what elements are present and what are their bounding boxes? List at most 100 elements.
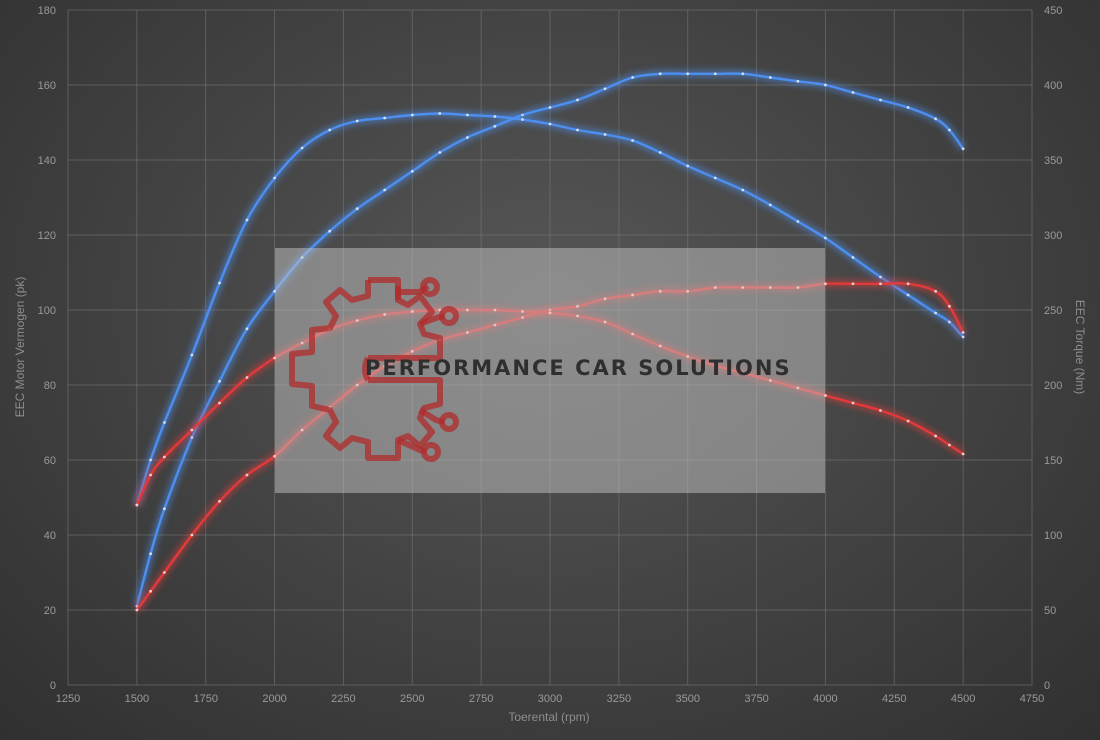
series-point: [576, 98, 579, 102]
series-point: [934, 311, 937, 315]
x-tick-label: 3000: [538, 693, 562, 705]
series-point: [851, 282, 855, 286]
x-tick-label: 3250: [607, 693, 631, 705]
series-point: [273, 176, 276, 180]
series-point: [149, 458, 153, 462]
series-point: [190, 436, 194, 439]
series-point: [768, 379, 772, 382]
series-point: [796, 220, 800, 223]
left-tick-label: 100: [38, 305, 56, 317]
series-point: [466, 331, 469, 334]
x-tick-label: 2250: [331, 693, 355, 705]
series-point: [879, 275, 882, 279]
series-point: [686, 164, 690, 168]
x-tick-label: 2500: [400, 693, 424, 705]
data-series: [133, 69, 967, 613]
series-point: [163, 421, 166, 424]
left-tick-label: 80: [44, 380, 56, 392]
left-tick-label: 160: [38, 80, 56, 92]
series-point: [163, 455, 166, 459]
series-point: [383, 364, 387, 368]
series-point: [149, 589, 153, 593]
series-point: [686, 289, 690, 293]
left-tick-label: 120: [38, 230, 56, 242]
series-point: [603, 320, 607, 324]
series-point: [906, 282, 910, 286]
series-point: [631, 76, 634, 79]
x-tick-label: 4500: [951, 693, 975, 705]
series-point: [135, 503, 139, 507]
series-point: [328, 128, 332, 132]
x-tick-label: 4750: [1020, 693, 1044, 705]
series-point: [576, 314, 579, 318]
right-axis-ticks: 0 50 100 150 200 250 300 350 400 450: [1044, 5, 1062, 692]
series-point: [163, 507, 166, 511]
series-point: [383, 188, 387, 192]
series-point: [135, 608, 139, 612]
series-point: [851, 401, 855, 405]
series-point: [879, 282, 882, 286]
right-tick-label: 450: [1044, 5, 1062, 17]
series-point: [273, 454, 276, 458]
series-point: [410, 349, 414, 353]
series-point: [768, 286, 772, 289]
series-point: [521, 113, 524, 117]
x-axis-ticks: 1250 1500 1750 2000 2250 2500 2750 3000 3250 3500…: [56, 693, 1044, 705]
left-tick-label: 60: [44, 455, 56, 467]
series-point: [190, 353, 194, 357]
series-point: [466, 308, 469, 312]
watermark-text: PERFORMANCE CAR SOLUTIONS: [365, 356, 792, 380]
series-point: [521, 310, 524, 313]
series-point: [163, 571, 166, 574]
series-point: [768, 203, 772, 207]
series-point: [410, 169, 414, 173]
series-point: [493, 115, 497, 118]
grid-lines: [67, 9, 1033, 686]
series-point: [948, 443, 951, 447]
series-point: [686, 72, 690, 76]
x-axis-title: Toerental (rpm): [508, 710, 589, 724]
left-tick-label: 140: [38, 155, 56, 167]
x-tick-label: 2000: [262, 693, 286, 705]
series-line-4: [133, 306, 966, 507]
series-point: [948, 128, 951, 132]
series-point: [879, 409, 882, 412]
series-point: [961, 335, 965, 339]
series-point: [245, 473, 249, 477]
series-point: [466, 113, 469, 117]
series-point: [851, 91, 855, 94]
series-point: [355, 207, 359, 211]
series-point: [824, 282, 827, 286]
series-point: [879, 98, 882, 102]
series-point: [149, 473, 153, 477]
series-point: [658, 72, 662, 76]
series-point: [713, 286, 717, 289]
series-point: [410, 310, 414, 313]
series-point: [948, 304, 951, 308]
series-point: [796, 286, 800, 289]
right-axis-title: EEC Torque (Nm): [1073, 300, 1087, 394]
series-point: [741, 286, 745, 289]
series-point: [410, 113, 414, 117]
x-tick-label: 1750: [193, 693, 217, 705]
series-point: [713, 176, 717, 180]
series-point: [961, 452, 965, 456]
x-tick-label: 2750: [469, 693, 493, 705]
series-point: [218, 281, 221, 285]
series-point: [383, 116, 387, 120]
series-point: [218, 379, 221, 383]
series-point: [741, 371, 745, 375]
right-tick-label: 100: [1044, 530, 1062, 542]
series-point: [686, 355, 690, 358]
series-line-1: [133, 69, 966, 608]
right-tick-label: 250: [1044, 305, 1062, 317]
series-point: [934, 289, 937, 293]
left-tick-label: 40: [44, 530, 56, 542]
series-point: [741, 188, 745, 192]
gear-circuit-logo-icon: [289, 277, 459, 462]
series-point: [713, 72, 717, 76]
series-point: [631, 293, 634, 297]
series-point: [824, 83, 827, 87]
series-point: [355, 119, 359, 123]
